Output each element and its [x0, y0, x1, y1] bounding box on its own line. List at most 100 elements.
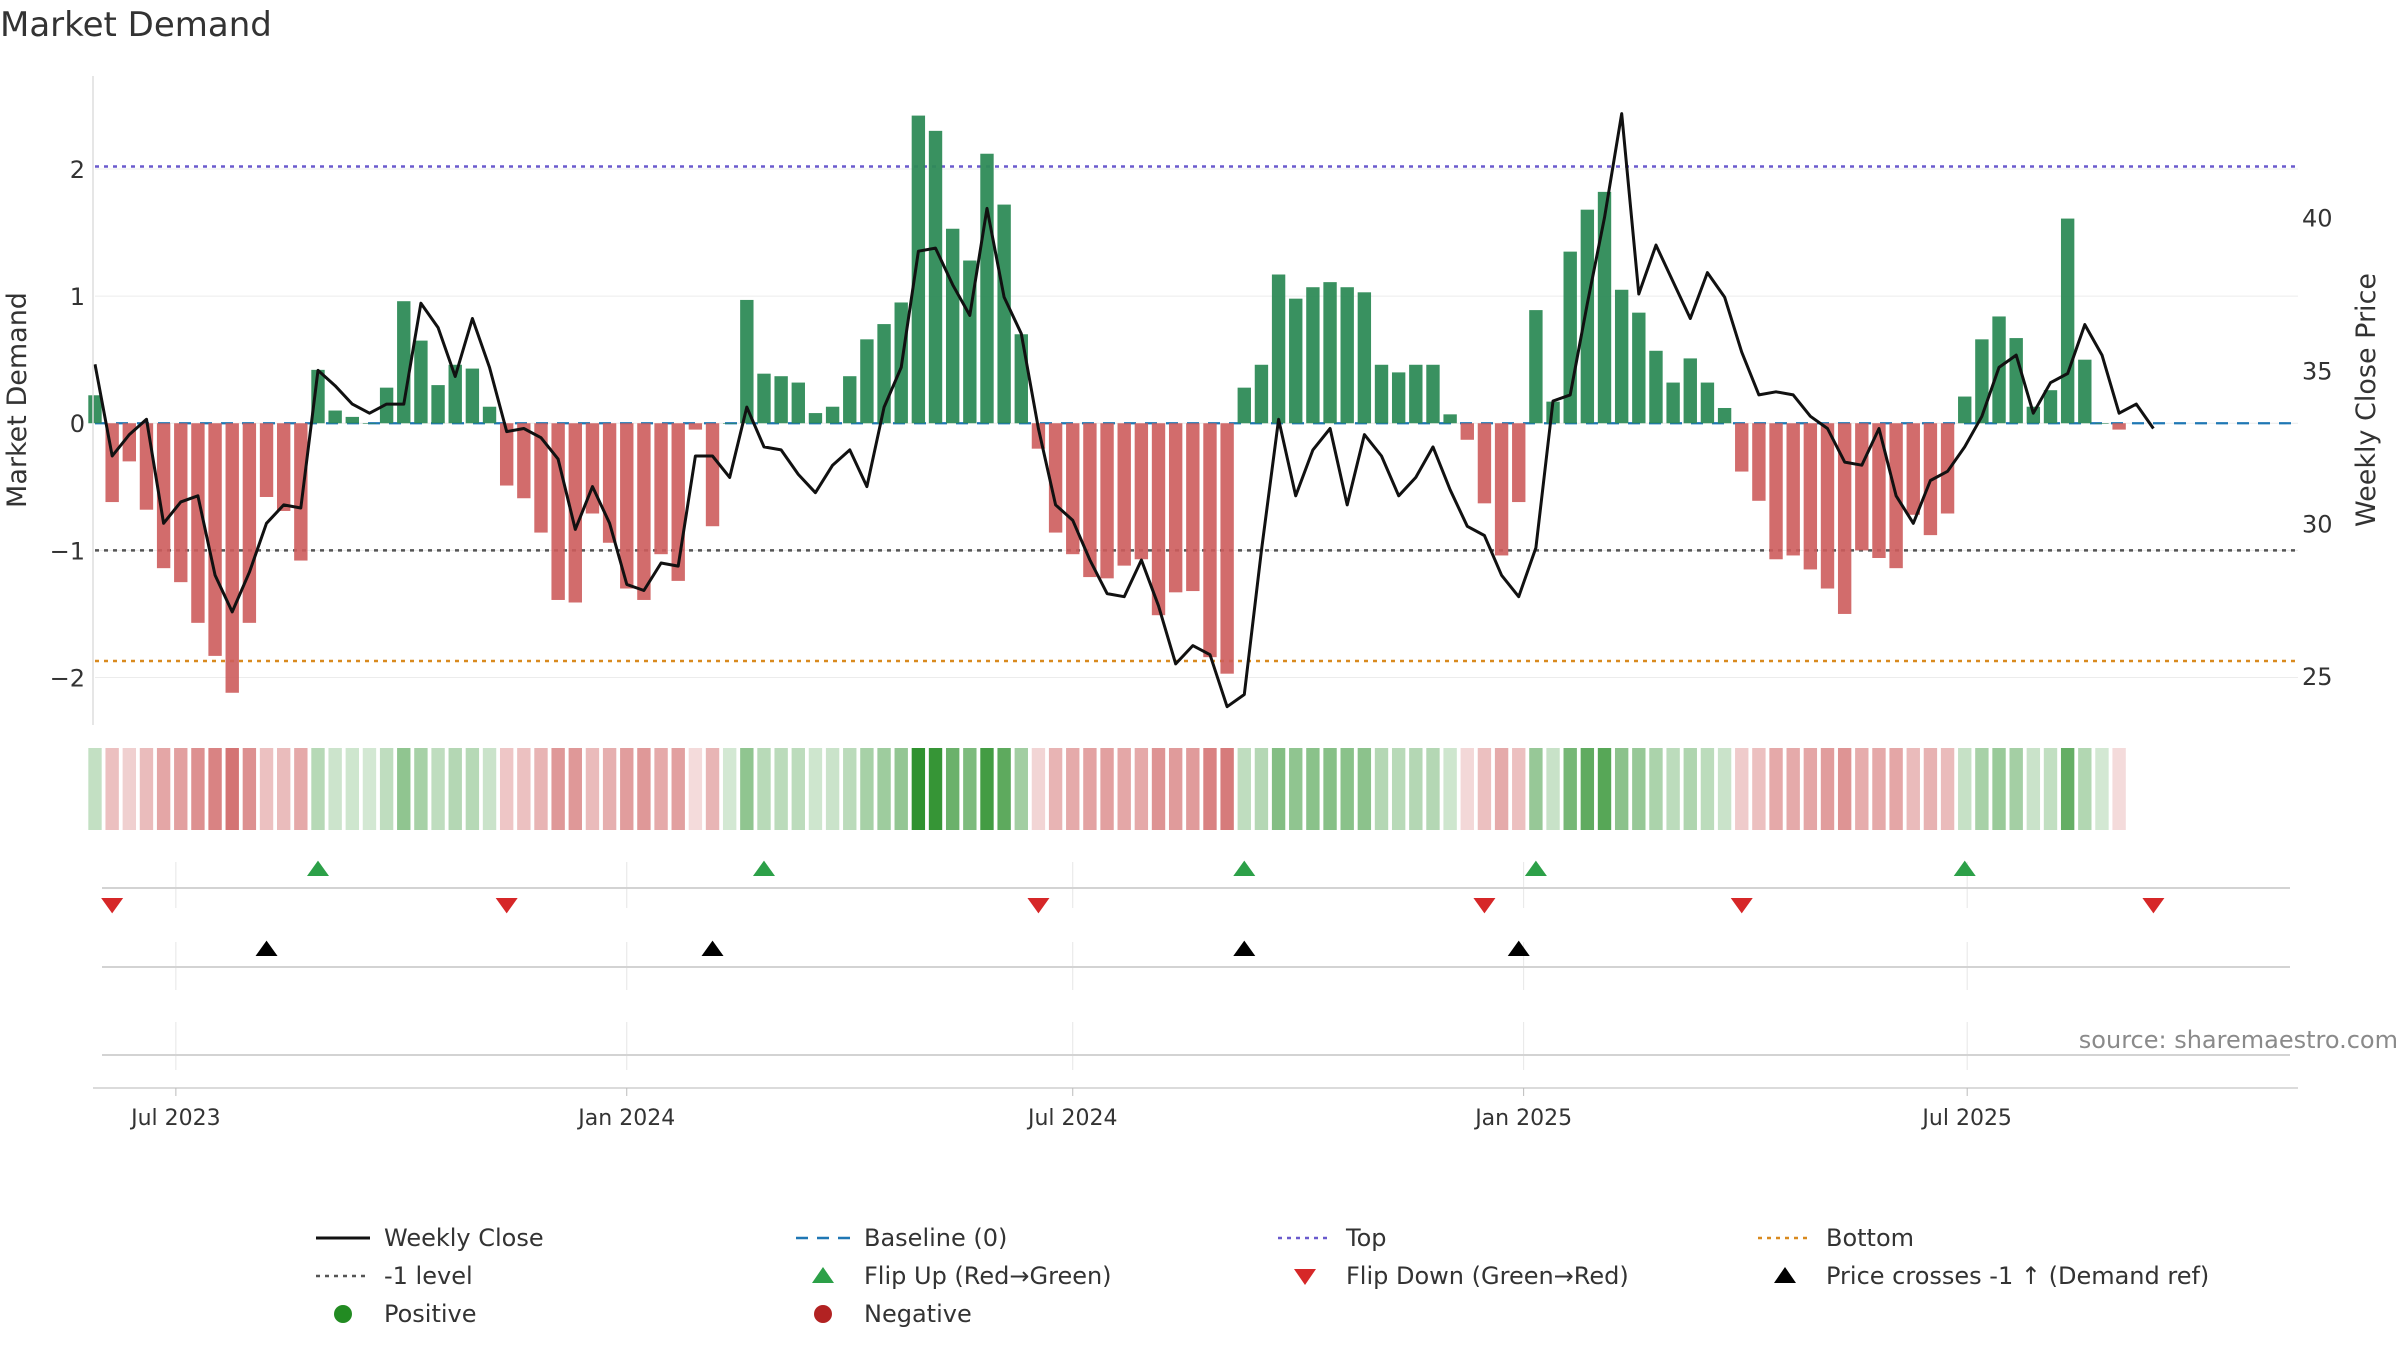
demand-bar: [139, 423, 154, 510]
demand-bar: [791, 382, 805, 424]
heat-strip-cell: [1117, 748, 1131, 830]
legend-entry: Flip Up (Red→Green): [812, 1262, 1112, 1290]
heat-strip-cell: [894, 748, 908, 830]
demand-bar: [362, 423, 377, 424]
heat-strip-cell: [259, 748, 274, 830]
demand-bar: [1134, 423, 1149, 560]
heat-strip-cell: [1649, 748, 1663, 830]
demand-bar: [517, 423, 531, 499]
heat-strip-cell: [808, 748, 823, 830]
demand-bar: [1357, 292, 1372, 424]
flip-down-marker: [1027, 897, 1050, 914]
heat-strip-cell: [997, 748, 1011, 830]
heat-strip-cell: [945, 748, 960, 830]
heat-strip-cell: [465, 748, 480, 830]
legend-entry: Top: [1278, 1224, 1387, 1252]
demand-bar: [1186, 423, 1200, 592]
demand-bar: [997, 204, 1011, 424]
heat-strip-cell: [825, 748, 840, 830]
heat-strip-cell: [1580, 748, 1595, 830]
chart-title: Market Demand: [0, 5, 272, 45]
heat-strip-cell: [757, 748, 771, 830]
legend-swatch-triangle-up: [812, 1267, 834, 1283]
demand-bar: [1649, 350, 1663, 424]
x-tick-label: Jul 2025: [1920, 1106, 2012, 1131]
legend-label: Price crosses -1 ↑ (Demand ref): [1826, 1262, 2209, 1290]
heat-strip-cell: [139, 748, 154, 830]
demand-bar: [88, 395, 102, 424]
demand-bar: [980, 153, 994, 424]
legend-label: -1 level: [384, 1262, 473, 1290]
heat-strip-cell: [1958, 748, 1972, 830]
demand-bar: [1460, 423, 1474, 440]
demand-bar: [1717, 407, 1732, 424]
demand-bar: [2026, 406, 2041, 424]
heat-strip-cell: [1975, 748, 1989, 830]
flip-up-marker: [1953, 860, 1976, 877]
legend-label: Baseline (0): [864, 1224, 1007, 1252]
flip-down-marker: [2142, 897, 2165, 914]
heat-strip-cell: [1786, 748, 1800, 830]
heat-strip-cell: [980, 748, 994, 830]
legend-swatch-triangle-down: [1294, 1269, 1316, 1285]
demand-bar: [1700, 382, 1715, 424]
y2-tick-label: 40: [2302, 205, 2333, 233]
demand-bar: [431, 385, 445, 424]
y2-tick-label: 30: [2302, 510, 2333, 538]
heat-strip-cell: [688, 748, 703, 830]
demand-bar: [1614, 289, 1629, 424]
demand-bar: [1769, 423, 1783, 560]
heat-strip-cell: [1940, 748, 1955, 830]
demand-bar: [774, 376, 788, 424]
demand-bar: [2112, 423, 2126, 430]
demand-bar: [928, 130, 943, 424]
heat-strip-cell: [2043, 748, 2058, 830]
demand-bar: [1752, 423, 1766, 501]
demand-bar: [722, 423, 737, 424]
demand-bar: [1254, 364, 1269, 424]
legend-entry: -1 level: [316, 1262, 473, 1290]
price-cross-marker: [701, 940, 724, 957]
heat-strip-cell: [1803, 748, 1818, 830]
heat-strip-cell: [963, 748, 977, 830]
demand-bar: [259, 423, 274, 497]
demand-bar: [1597, 191, 1612, 424]
heat-strip-cell: [156, 748, 171, 830]
demand-bar: [1906, 423, 1920, 515]
demand-bar: [2009, 338, 2023, 424]
y-tick-label: −2: [50, 665, 85, 693]
heat-strip-cell: [1752, 748, 1766, 830]
x-tick-label: Jan 2024: [576, 1106, 675, 1131]
demand-bar: [1940, 423, 1955, 514]
heat-strip-cell: [1203, 748, 1217, 830]
demand-bar: [414, 340, 428, 424]
demand-bar: [1477, 423, 1492, 504]
heat-strip-cell: [1460, 748, 1474, 830]
heat-strip-cell: [1889, 748, 1903, 830]
heat-strip-cell: [122, 748, 136, 830]
heat-strip-cell: [1735, 748, 1749, 830]
heat-strip-cell: [1837, 748, 1852, 830]
heat-strip-cell: [722, 748, 737, 830]
heat-strip-cell: [1683, 748, 1697, 830]
legend-swatch-circle: [814, 1305, 832, 1323]
heat-strip-cell: [843, 748, 857, 830]
heat-strip-cell: [1271, 748, 1286, 830]
demand-bar: [276, 423, 291, 511]
demand-bar: [2043, 390, 2058, 424]
heat-strip-cell: [1168, 748, 1183, 830]
demand-bar: [1632, 312, 1646, 424]
heat-strip-cell: [1563, 748, 1577, 830]
demand-bar: [1117, 423, 1131, 566]
y-tick-label: −1: [50, 537, 85, 565]
demand-bar: [654, 423, 668, 555]
demand-bar: [1837, 423, 1852, 614]
heat-strip-cell: [551, 748, 565, 830]
heat-strip-cell: [2112, 748, 2126, 830]
demand-bar: [705, 423, 720, 527]
heat-strip-cell: [1357, 748, 1372, 830]
demand-bar: [1083, 423, 1097, 578]
legend-label: Bottom: [1826, 1224, 1914, 1252]
demand-bar: [860, 339, 874, 424]
flip-up-marker: [1233, 860, 1256, 877]
